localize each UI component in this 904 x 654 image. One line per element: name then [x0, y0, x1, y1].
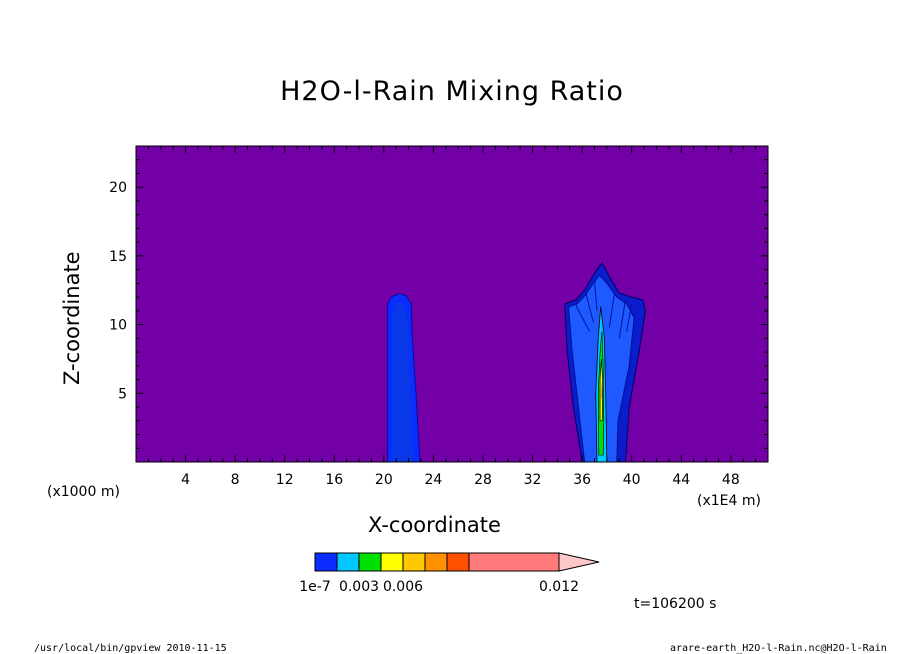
colorbar-swatch: [336, 552, 360, 572]
chart-title: H2O-l-Rain Mixing Ratio: [280, 76, 624, 107]
core-peak: [600, 379, 602, 401]
plume-streak: [618, 299, 626, 339]
y-tick-label: 10: [109, 318, 127, 334]
y-axis-label: Z-coordinate: [60, 251, 84, 385]
time-label: t=106200 s: [634, 596, 717, 612]
colorbar-swatch: [358, 552, 382, 572]
colorbar-swatch: [424, 552, 448, 572]
left-rain-column-inner: [391, 301, 414, 462]
colorbar-arrow: [558, 552, 600, 572]
colorbar-label: 0.006: [383, 579, 423, 595]
x-tick-label: 40: [623, 472, 641, 488]
plot-background: [136, 146, 768, 462]
y-tick-label: 5: [118, 386, 127, 402]
plume-streak: [594, 280, 598, 311]
footer-right: arare-earth_H2O-l-Rain.nc@H2O-l-Rain: [670, 643, 887, 654]
plume-streak: [575, 305, 590, 332]
colorbar-label: 1e-7: [299, 579, 330, 595]
colorbar-label: 0.003: [339, 579, 379, 595]
colorbar-swatch: [314, 552, 338, 572]
x-tick-label: 28: [474, 472, 492, 488]
x-axis-label: X-coordinate: [368, 513, 501, 537]
x-tick-label: 16: [325, 472, 343, 488]
y-tick-label: 15: [109, 249, 127, 265]
x-tick-label: 8: [231, 472, 240, 488]
plot-frame: [135, 145, 769, 463]
plume-streak: [585, 292, 594, 322]
x-tick-label: 12: [276, 472, 294, 488]
y-tick-label: 20: [109, 180, 127, 196]
x-tick-label: 48: [722, 472, 740, 488]
colorbar-swatch: [380, 552, 404, 572]
x-tick-label: 44: [672, 472, 690, 488]
footer-left: /usr/local/bin/gpview 2010-11-15: [34, 643, 227, 654]
x-unit-left: (x1000 m): [47, 484, 120, 500]
x-tick-label: 36: [573, 472, 591, 488]
colorbar-swatch: [402, 552, 426, 572]
colorbar-swatch: [446, 552, 470, 572]
plume-streak: [626, 303, 633, 332]
colorbar-label: 0.012: [539, 579, 579, 595]
plume-streak: [608, 294, 615, 328]
x-tick-label: 4: [181, 472, 190, 488]
x-tick-label: 24: [424, 472, 442, 488]
x-tick-label: 32: [524, 472, 542, 488]
x-unit-right: (x1E4 m): [697, 493, 761, 509]
colorbar-swatch: [468, 552, 560, 572]
x-tick-label: 20: [375, 472, 393, 488]
